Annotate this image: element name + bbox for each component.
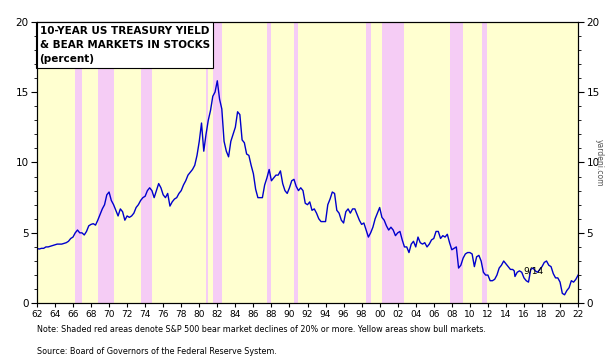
Bar xyxy=(450,22,463,303)
Text: yardeni.com: yardeni.com xyxy=(595,139,604,186)
Text: Source: Board of Governors of the Federal Reserve System.: Source: Board of Governors of the Federa… xyxy=(37,347,277,356)
Bar xyxy=(206,22,208,303)
Bar xyxy=(75,22,82,303)
Bar xyxy=(294,22,298,303)
Bar xyxy=(98,22,114,303)
Text: Note: Shaded red areas denote S&P 500 bear market declines of 20% or more. Yello: Note: Shaded red areas denote S&P 500 be… xyxy=(37,325,486,334)
Bar xyxy=(366,22,371,303)
Bar xyxy=(141,22,152,303)
Bar xyxy=(483,22,487,303)
Text: 9/14: 9/14 xyxy=(523,267,543,276)
Bar xyxy=(213,22,222,303)
Bar xyxy=(382,22,405,303)
Bar xyxy=(267,22,271,303)
Text: 10-YEAR US TREASURY YIELD
& BEAR MARKETS IN STOCKS
(percent): 10-YEAR US TREASURY YIELD & BEAR MARKETS… xyxy=(39,26,210,64)
